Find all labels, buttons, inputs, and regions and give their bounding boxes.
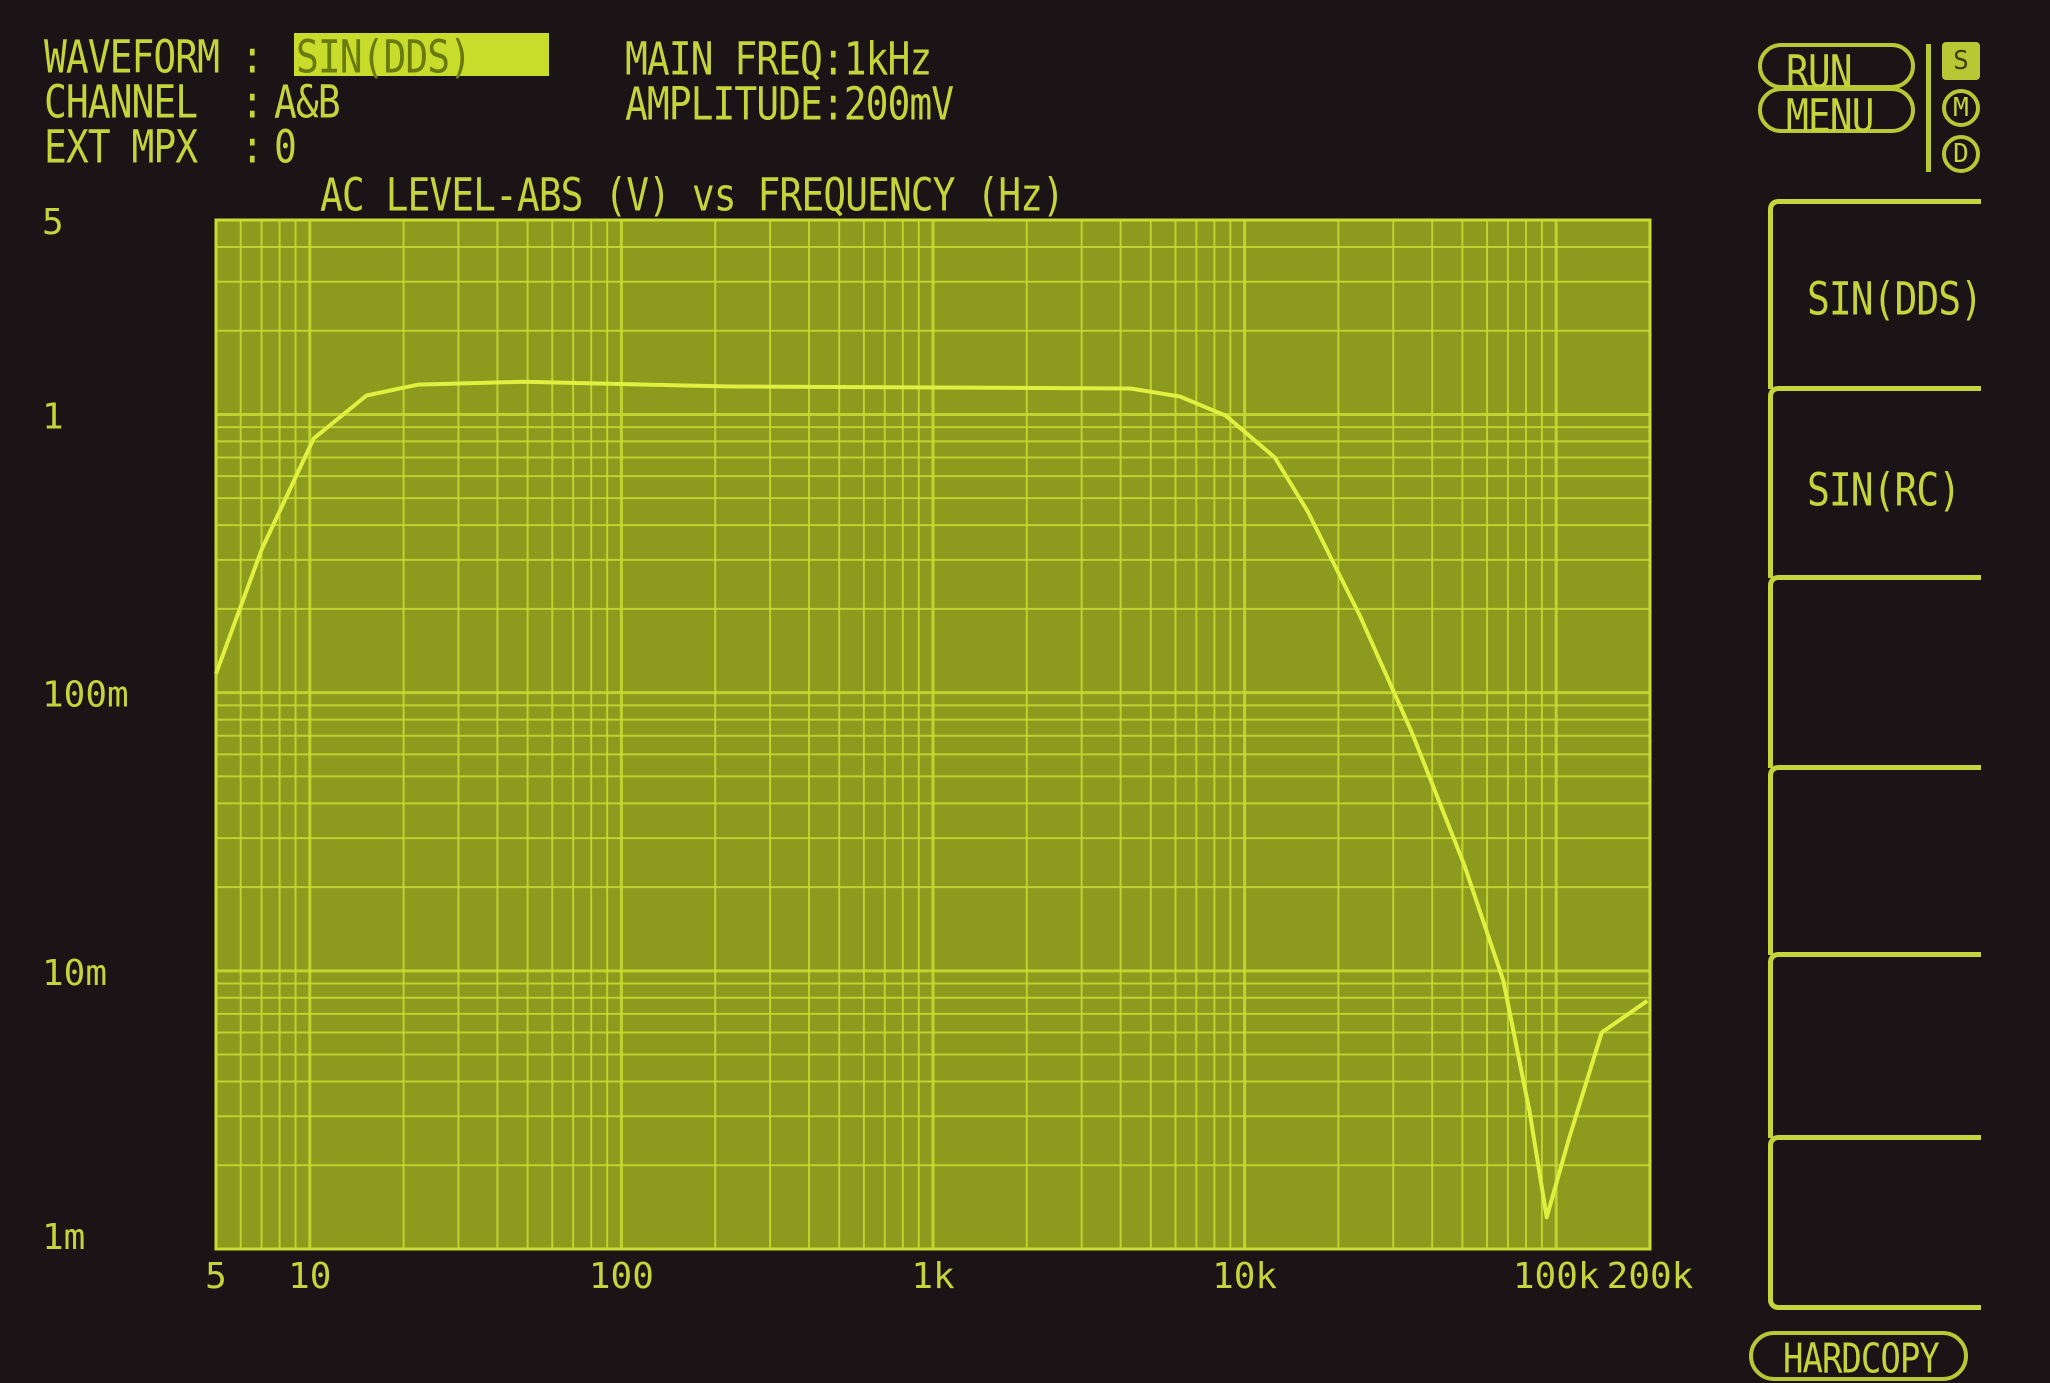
x-tick-label: 1k	[911, 1256, 955, 1297]
softkey-4[interactable]	[1768, 765, 1981, 955]
run-button[interactable]: RUN	[1758, 43, 1915, 89]
x-tick-label: 100k	[1513, 1256, 1600, 1297]
softkey-3[interactable]	[1768, 575, 1981, 768]
x-tick-label: 10k	[1212, 1256, 1277, 1297]
softkey-2-label: SIN(RC)	[1807, 467, 1960, 513]
hardcopy-label: HARDCOPY	[1783, 1339, 1939, 1380]
softkey-1-label: SIN(DDS)	[1807, 276, 1982, 322]
x-tick-label: 5	[205, 1256, 227, 1297]
mode-s-indicator: S	[1942, 42, 1980, 80]
menu-button[interactable]: MENU	[1758, 87, 1915, 133]
y-tick-label: 1m	[42, 1217, 85, 1258]
x-tick-label: 100	[589, 1256, 654, 1297]
y-tick-label: 10m	[42, 953, 107, 994]
x-tick-label: 200k	[1607, 1256, 1694, 1297]
y-tick-label: 5	[42, 202, 64, 243]
softkey-2[interactable]: SIN(RC)	[1768, 386, 1981, 578]
menu-label: MENU	[1786, 93, 1874, 139]
x-tick-label: 10	[288, 1256, 331, 1297]
softkey-6[interactable]	[1768, 1135, 1981, 1310]
mode-d-indicator: D	[1942, 135, 1980, 173]
y-tick-label: 100m	[42, 675, 129, 716]
hardcopy-button[interactable]: HARDCOPY	[1749, 1331, 1968, 1381]
softkey-5[interactable]	[1768, 952, 1981, 1138]
y-tick-label: 1	[42, 396, 64, 437]
divider	[1926, 44, 1931, 172]
mode-m-indicator: M	[1942, 89, 1980, 127]
softkey-1[interactable]: SIN(DDS)	[1768, 199, 1981, 389]
